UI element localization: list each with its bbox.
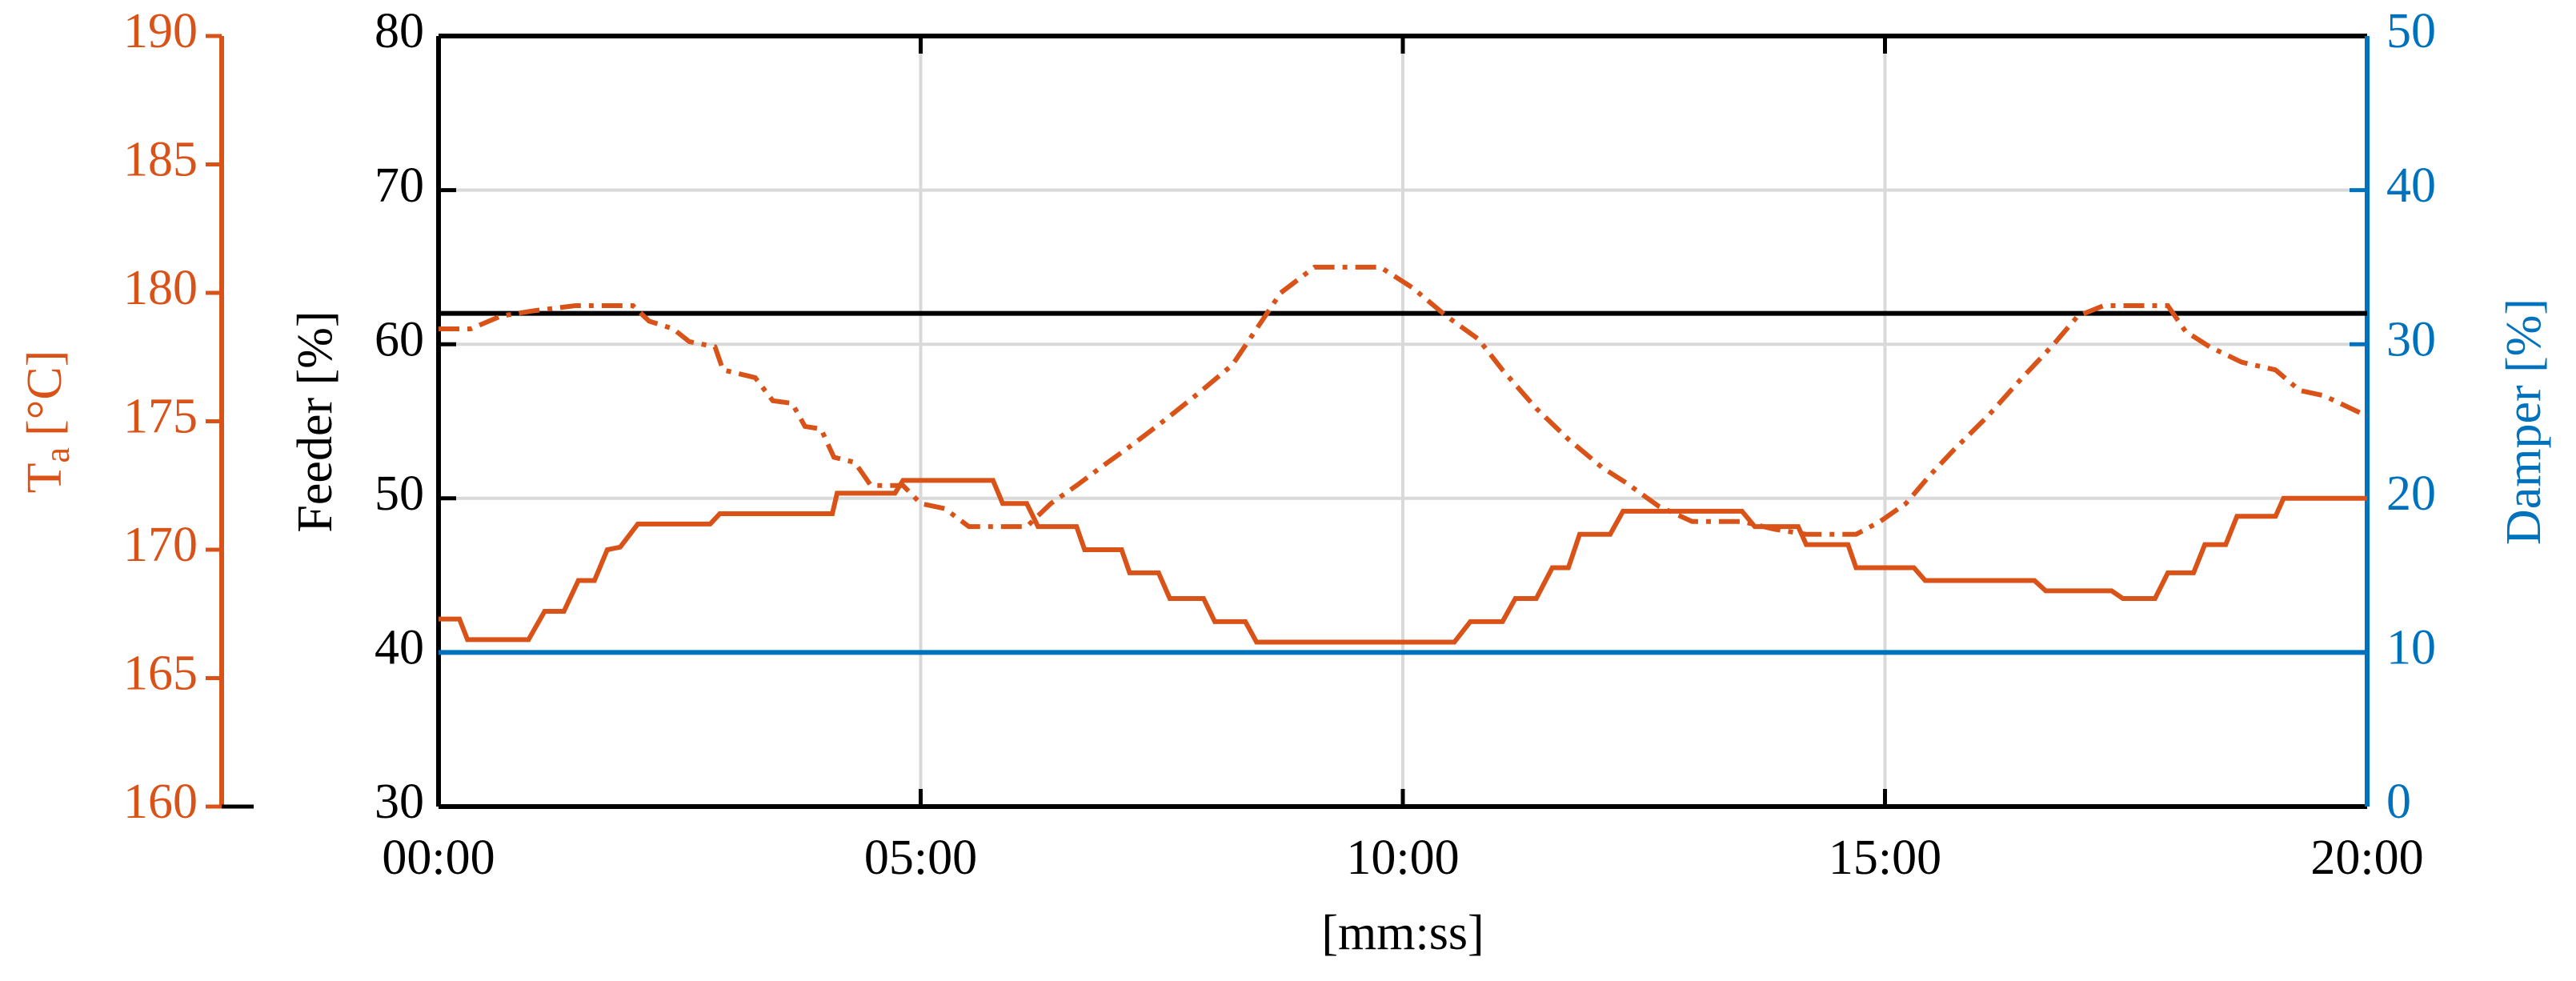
- y3-tick-label: 185: [123, 133, 198, 187]
- y3-tick-label: 180: [123, 261, 198, 315]
- y-tick-label: 70: [375, 158, 424, 213]
- y-tick-label: 50: [375, 466, 424, 521]
- y3-tick-label: 170: [123, 518, 198, 572]
- y3-tick-label: 190: [123, 4, 198, 58]
- y3-tick-label: 175: [123, 390, 198, 444]
- y-tick-label: 60: [375, 312, 424, 366]
- y3-tick-label: 160: [123, 775, 198, 829]
- series-line: [439, 478, 2367, 645]
- y2-axis-label: Damper [%]: [2497, 298, 2551, 545]
- y2-tick-label: 20: [2386, 466, 2436, 521]
- y3-tick-label: 165: [123, 647, 198, 701]
- x-tick-label: 00:00: [382, 831, 495, 885]
- x-tick-label: 15:00: [1829, 831, 1941, 885]
- y-axis-label: Feeder [%]: [288, 310, 343, 532]
- y-tick-label: 80: [375, 4, 424, 58]
- x-axis-label: [mm:ss]: [1321, 906, 1484, 960]
- x-tick-label: 20:00: [2310, 831, 2423, 885]
- y-tick-label: 40: [375, 621, 424, 675]
- y2-tick-label: 50: [2386, 4, 2436, 58]
- y3-label-sub: a: [38, 447, 77, 463]
- y2-tick-label: 40: [2386, 158, 2436, 213]
- x-tick-label: 10:00: [1346, 831, 1459, 885]
- y3-label-unit: [°C]: [18, 350, 72, 436]
- y3-label-main: T: [18, 463, 72, 494]
- y2-tick-label: 0: [2386, 775, 2411, 829]
- x-tick-label: 05:00: [864, 831, 977, 885]
- y3-axis-label: Ta [°C]: [18, 350, 77, 494]
- y2-tick-label: 10: [2386, 621, 2436, 675]
- y-tick-label: 30: [375, 775, 424, 829]
- series-line: [439, 264, 2369, 537]
- y2-tick-label: 30: [2386, 312, 2436, 366]
